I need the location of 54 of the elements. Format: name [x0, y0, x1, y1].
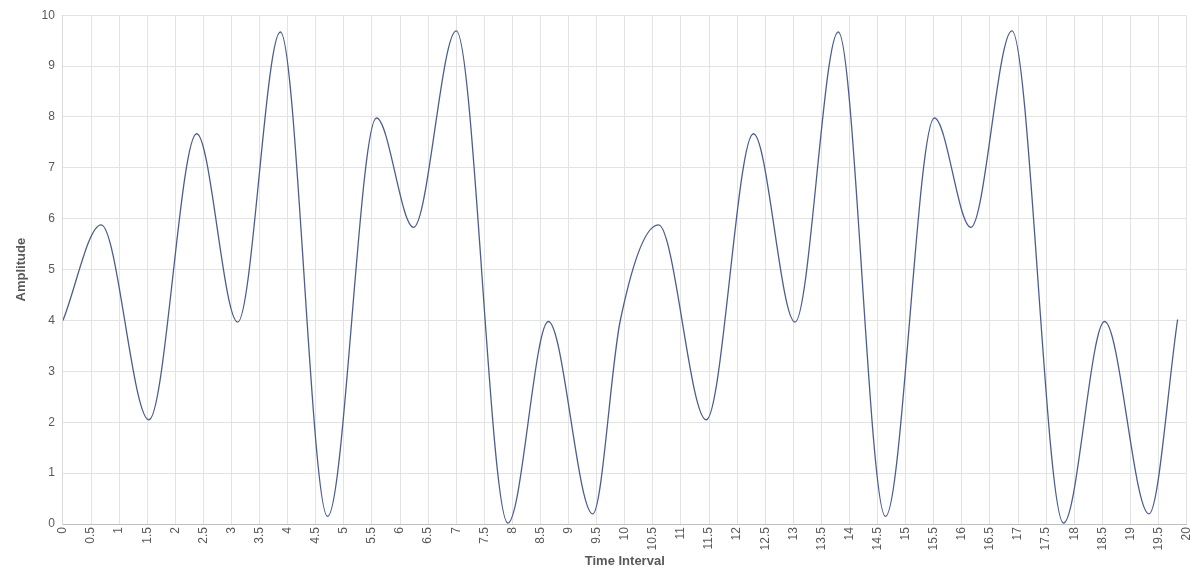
y-tick-label: 10: [41, 7, 56, 22]
x-tick-label: 4: [279, 526, 294, 534]
y-tick-label: 9: [48, 58, 56, 73]
x-tick-label: 17.5: [1038, 526, 1053, 551]
y-axis-title: Amplitude: [13, 237, 29, 302]
x-tick-label: 10.5: [645, 526, 660, 551]
x-tick-label: 13.5: [813, 526, 828, 551]
x-tick-label: 15.5: [926, 526, 941, 551]
x-tick-label: 19.5: [1150, 526, 1165, 551]
x-tick-label: 3.5: [251, 526, 266, 544]
x-tick-label: 7.5: [476, 526, 491, 544]
x-tick-label: 8.5: [532, 526, 547, 544]
x-tick-label: 0.5: [83, 526, 98, 544]
x-tick-label: 14.5: [869, 526, 884, 551]
x-tick-label: 13: [785, 526, 800, 541]
x-tick-label: 9: [560, 526, 575, 534]
x-tick-label: 2.5: [195, 526, 210, 544]
y-tick-label: 2: [48, 414, 56, 429]
x-tick-label: 12.5: [757, 526, 772, 551]
x-tick-label: 12: [729, 526, 744, 541]
x-tick-label: 10: [617, 526, 632, 541]
x-tick-label: 4.5: [308, 526, 323, 544]
x-tick-label: 18: [1066, 526, 1081, 541]
x-tick-label: 14: [841, 526, 856, 541]
x-tick-label: 2: [167, 526, 182, 534]
y-tick-label: 7: [48, 160, 56, 175]
x-tick-label: 18.5: [1094, 526, 1109, 551]
x-tick-label: 11.5: [701, 526, 716, 550]
x-tick-label: 20: [1178, 526, 1193, 541]
x-tick-label: 1: [111, 526, 126, 534]
y-tick-label: 3: [48, 363, 56, 378]
x-tick-label: 5.5: [364, 526, 379, 544]
y-tick-label: 1: [48, 465, 56, 480]
x-tick-label: 0: [55, 526, 70, 534]
y-tick-label: 4: [48, 312, 56, 327]
x-tick-label: 15: [898, 526, 912, 541]
x-tick-label: 17: [1010, 526, 1025, 541]
x-tick-label: 11: [673, 526, 688, 540]
x-tick-label: 3: [223, 526, 238, 534]
x-tick-label: 16.5: [982, 526, 997, 551]
x-tick-label: 7: [448, 526, 463, 534]
line-series: [62, 30, 1179, 524]
x-tick-label: 6: [392, 526, 407, 534]
x-tick-label: 6.5: [420, 526, 435, 544]
x-tick-label: 8: [504, 526, 519, 534]
y-tick-label: 6: [48, 211, 56, 226]
x-tick-label: 1.5: [139, 526, 154, 544]
x-tick-label: 5: [336, 526, 351, 534]
y-tick-label: 8: [48, 109, 56, 124]
y-tick-label: 5: [48, 261, 56, 276]
x-tick-label: 16: [954, 526, 969, 541]
x-tick-label: 9.5: [589, 526, 603, 544]
x-tick-label: 19: [1122, 526, 1137, 541]
x-axis-title: Time Interval: [584, 552, 665, 568]
